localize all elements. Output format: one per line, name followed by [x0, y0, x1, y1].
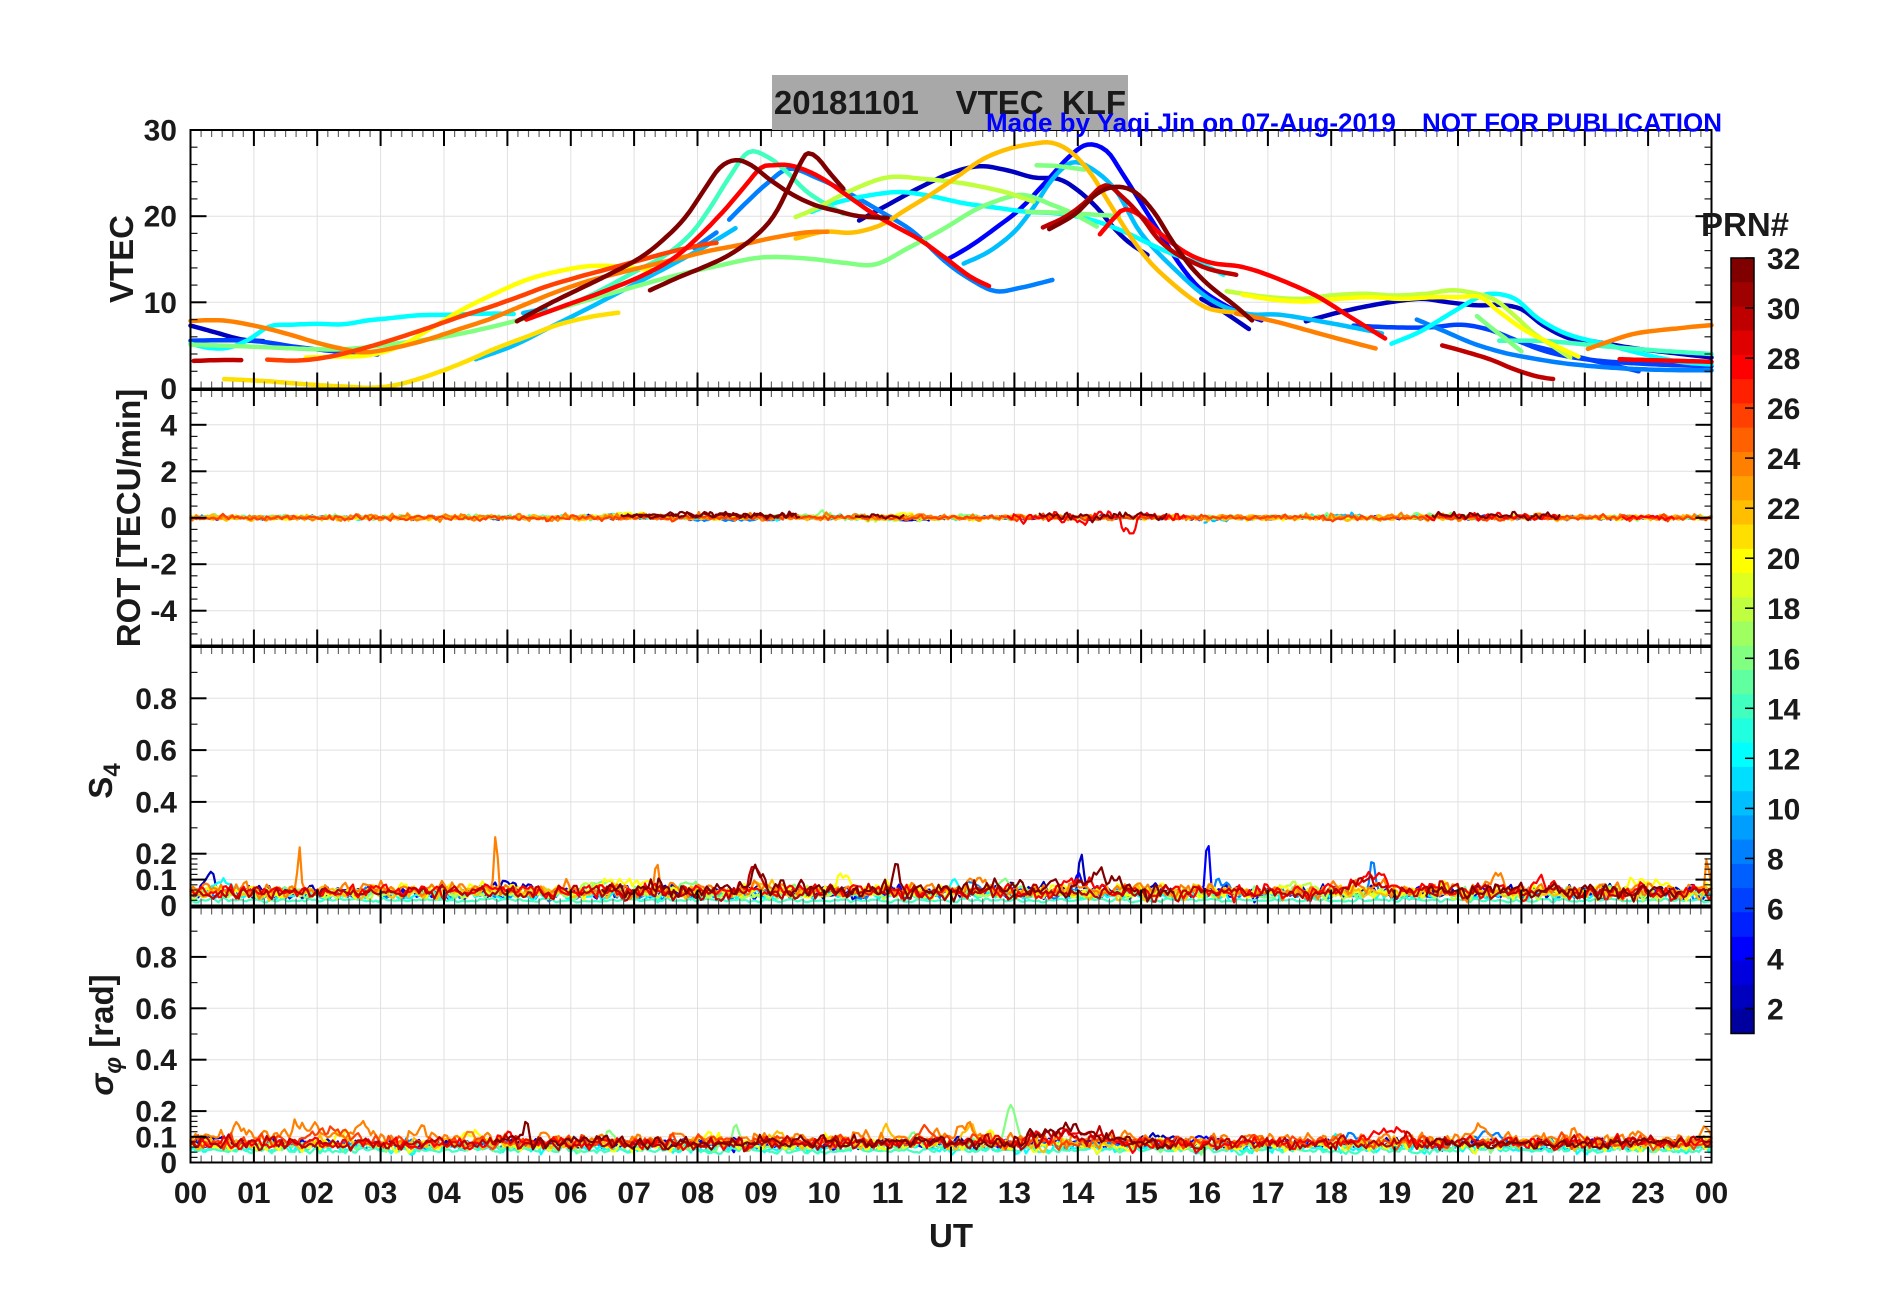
svg-text:10: 10: [144, 287, 177, 320]
svg-text:10: 10: [1767, 793, 1800, 826]
svg-text:0.8: 0.8: [135, 941, 177, 974]
svg-text:10: 10: [808, 1177, 841, 1210]
svg-text:00: 00: [174, 1177, 207, 1210]
svg-text:12: 12: [934, 1177, 967, 1210]
svg-text:32: 32: [1767, 243, 1800, 276]
svg-text:07: 07: [617, 1177, 650, 1210]
svg-text:14: 14: [1767, 693, 1801, 726]
svg-text:Made by Yaqi Jin on 07-Aug-201: Made by Yaqi Jin on 07-Aug-2019: [986, 108, 1396, 138]
svg-text:0: 0: [160, 890, 177, 923]
svg-text:17: 17: [1251, 1177, 1284, 1210]
svg-text:0: 0: [160, 373, 177, 406]
svg-text:VTEC: VTEC: [103, 215, 140, 303]
svg-text:13: 13: [998, 1177, 1031, 1210]
svg-text:0.1: 0.1: [135, 1121, 177, 1154]
svg-text:01: 01: [237, 1177, 270, 1210]
svg-text:08: 08: [681, 1177, 714, 1210]
svg-text:2: 2: [1767, 994, 1784, 1027]
svg-text:0: 0: [160, 1147, 177, 1180]
svg-text:09: 09: [744, 1177, 777, 1210]
svg-text:0.4: 0.4: [135, 786, 177, 819]
svg-text:22: 22: [1767, 493, 1800, 526]
svg-text:16: 16: [1188, 1177, 1221, 1210]
svg-text:2: 2: [160, 456, 177, 489]
svg-text:-4: -4: [150, 595, 177, 628]
svg-text:03: 03: [364, 1177, 397, 1210]
svg-text:0.6: 0.6: [135, 735, 177, 768]
svg-text:18: 18: [1767, 593, 1800, 626]
svg-text:0.2: 0.2: [135, 1096, 177, 1129]
svg-text:15: 15: [1124, 1177, 1157, 1210]
svg-text:26: 26: [1767, 393, 1800, 426]
svg-text:00: 00: [1695, 1177, 1728, 1210]
svg-text:30: 30: [1767, 293, 1800, 326]
svg-text:4: 4: [1767, 944, 1784, 977]
svg-text:28: 28: [1767, 343, 1800, 376]
svg-text:19: 19: [1378, 1177, 1411, 1210]
svg-text:11: 11: [872, 1177, 904, 1210]
svg-text:UT: UT: [929, 1217, 973, 1254]
svg-text:20: 20: [1441, 1177, 1474, 1210]
svg-text:05: 05: [491, 1177, 524, 1210]
svg-text:16: 16: [1767, 643, 1800, 676]
svg-text:6: 6: [1767, 893, 1784, 926]
svg-text:NOT FOR PUBLICATION: NOT FOR PUBLICATION: [1422, 108, 1722, 138]
svg-text:22: 22: [1568, 1177, 1601, 1210]
svg-text:0.1: 0.1: [135, 864, 177, 897]
svg-text:02: 02: [301, 1177, 334, 1210]
svg-text:30: 30: [144, 115, 177, 148]
svg-text:18: 18: [1315, 1177, 1348, 1210]
svg-text:24: 24: [1767, 443, 1801, 476]
svg-text:23: 23: [1631, 1177, 1664, 1210]
svg-text:8: 8: [1767, 843, 1784, 876]
svg-text:σφ [rad]: σφ [rad]: [83, 974, 127, 1095]
svg-text:20: 20: [144, 201, 177, 234]
svg-text:0.4: 0.4: [135, 1044, 177, 1077]
svg-text:-2: -2: [150, 549, 177, 582]
svg-text:06: 06: [554, 1177, 587, 1210]
svg-text:4: 4: [160, 409, 177, 442]
svg-text:0.6: 0.6: [135, 993, 177, 1026]
svg-text:20181101 VTEC KLF: 20181101 VTEC KLF: [774, 84, 1126, 121]
svg-text:0.2: 0.2: [135, 838, 177, 871]
svg-text:ROT [TECU/min]: ROT [TECU/min]: [110, 389, 147, 647]
svg-text:0.8: 0.8: [135, 683, 177, 716]
svg-text:21: 21: [1505, 1177, 1538, 1210]
svg-text:14: 14: [1061, 1177, 1095, 1210]
svg-text:12: 12: [1767, 743, 1800, 776]
svg-text:PRN#: PRN#: [1701, 206, 1789, 243]
svg-text:04: 04: [427, 1177, 461, 1210]
svg-text:0: 0: [160, 502, 177, 535]
svg-text:20: 20: [1767, 543, 1800, 576]
